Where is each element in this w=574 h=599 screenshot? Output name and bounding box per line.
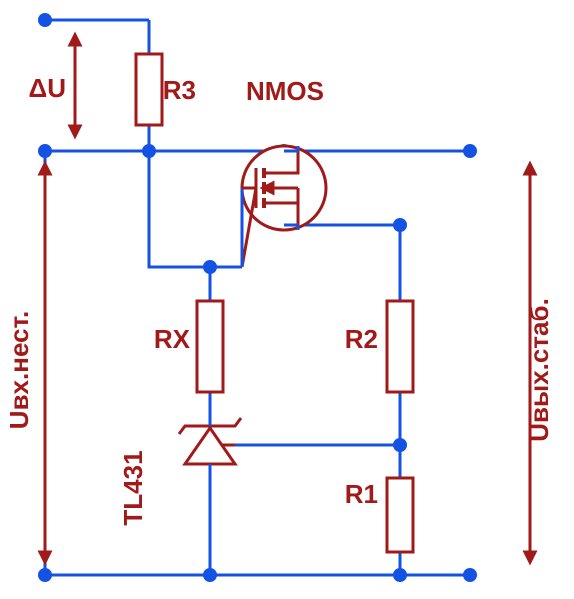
resistor-r2 [387, 301, 413, 392]
node [204, 569, 216, 581]
label-tl431: TL431 [118, 450, 148, 525]
node [464, 569, 476, 581]
node [464, 145, 476, 157]
resistor-r1 [387, 478, 413, 552]
label-uin: Uвх.нест. [4, 311, 34, 429]
nmos-transistor [242, 146, 326, 267]
node [394, 439, 406, 451]
label-r1: R1 [345, 479, 378, 509]
wire [149, 151, 242, 267]
label-nmos: NMOS [246, 76, 324, 106]
node [39, 145, 51, 157]
resistor-rx [197, 301, 223, 392]
node [204, 261, 216, 273]
node [39, 569, 51, 581]
node [394, 569, 406, 581]
node [39, 14, 51, 26]
label-r2: R2 [345, 324, 378, 354]
node [143, 145, 155, 157]
label-rx: RX [154, 324, 191, 354]
label-uout: Uвых.стаб. [524, 298, 554, 442]
tl431 [179, 418, 241, 470]
resistor-r3 [136, 54, 162, 125]
label-r3: R3 [163, 75, 196, 105]
label-deltaU: ΔU [29, 73, 66, 103]
node [394, 219, 406, 231]
